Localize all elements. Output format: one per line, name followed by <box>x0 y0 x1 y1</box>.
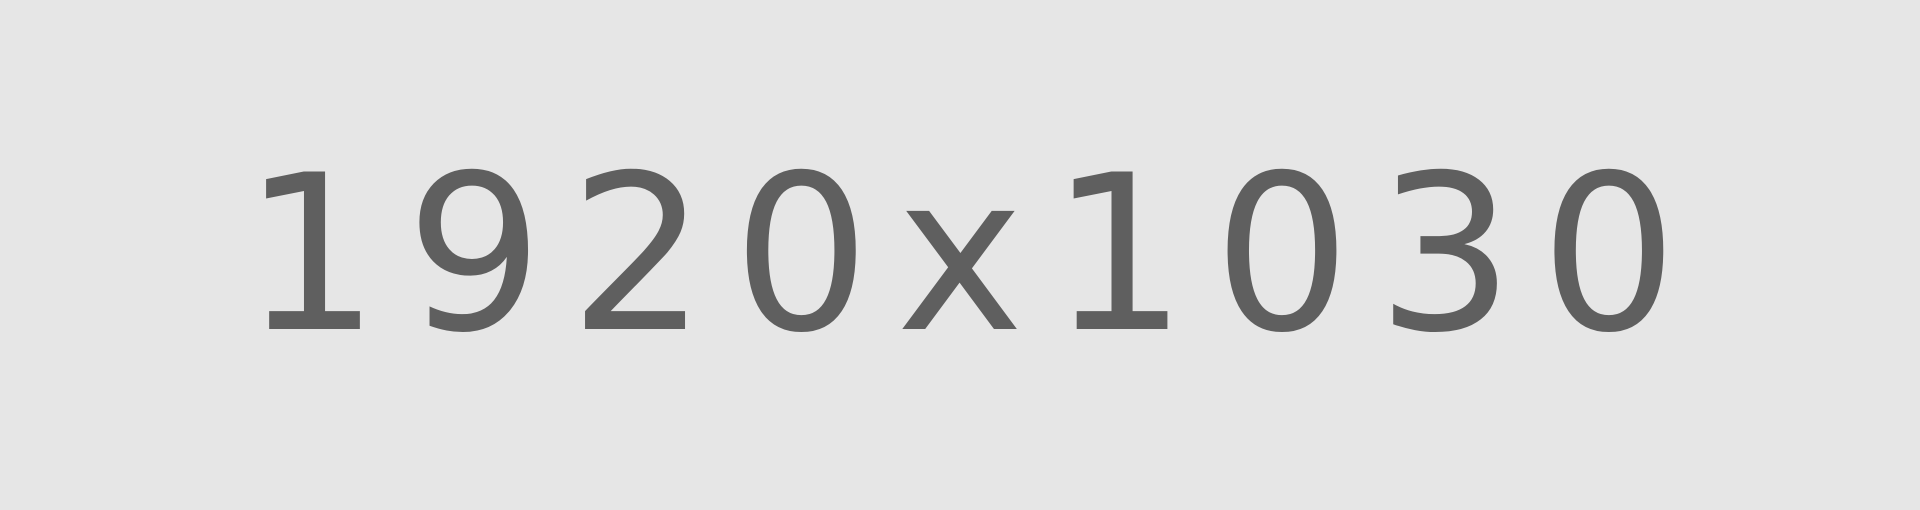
dimensions-label: 1920x1030 <box>242 129 1704 380</box>
